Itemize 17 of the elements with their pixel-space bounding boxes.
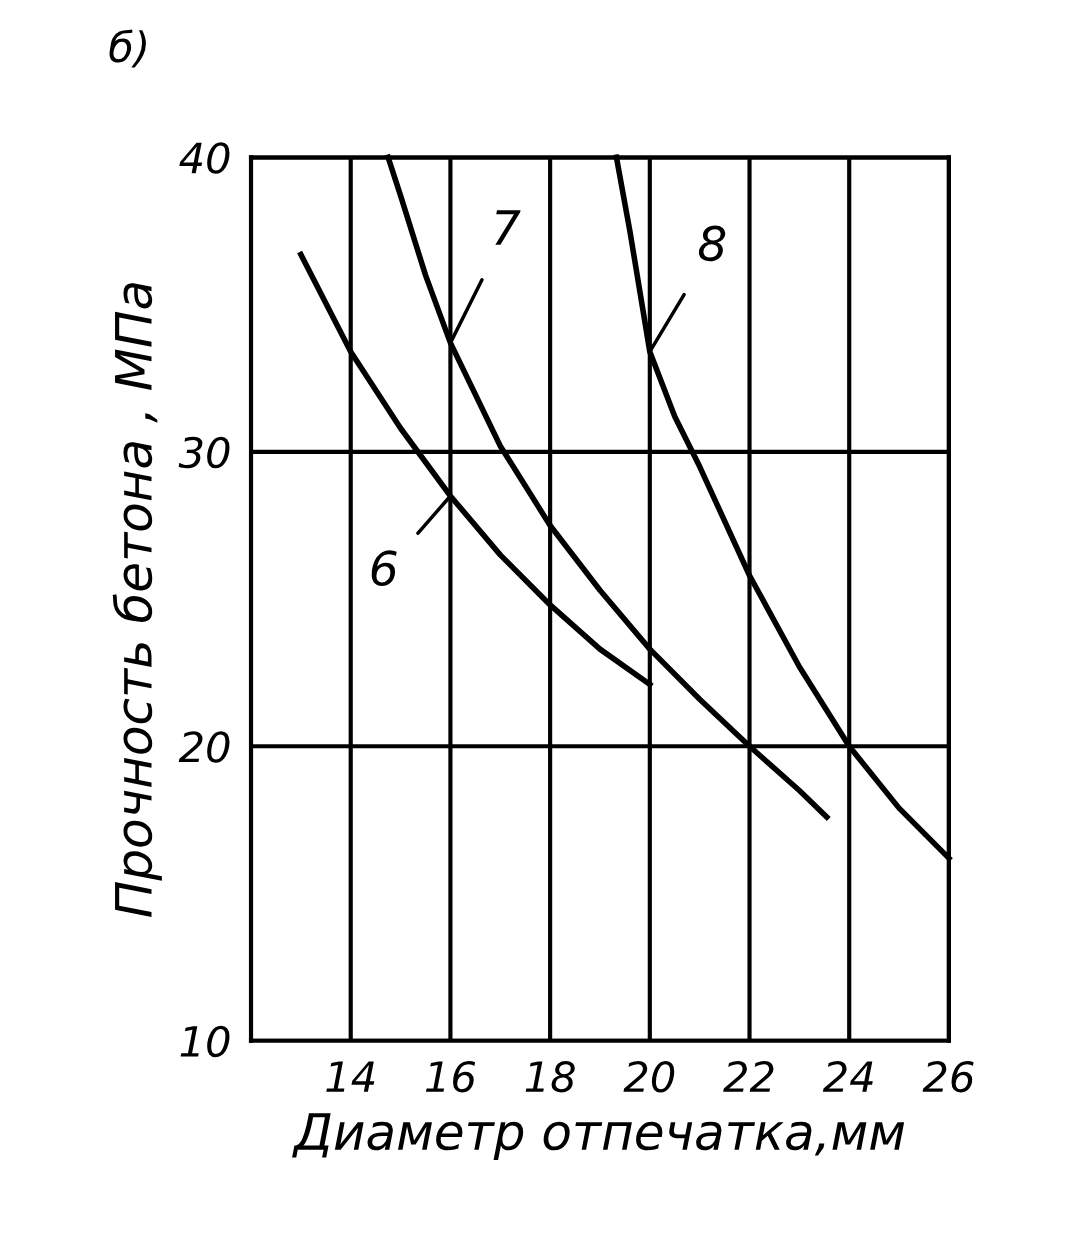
- y-tick-label: 10: [180, 1025, 230, 1058]
- y-tick-label: 30: [178, 436, 230, 469]
- x-tick-label: 24: [822, 1060, 873, 1092]
- x-tick-label: 22: [723, 1060, 774, 1092]
- series-label: 7: [495, 210, 521, 245]
- x-axis-title: Диаметр отпечатка,мм: [292, 1113, 905, 1161]
- x-tick-label: 20: [623, 1060, 675, 1093]
- y-tick-label: 20: [178, 731, 230, 763]
- legend-label: 6: [371, 550, 397, 587]
- y-axis-title: Прочность бетона , МПа: [112, 283, 162, 917]
- x-tick-label: 18: [525, 1060, 575, 1093]
- x-tick-label: 14: [326, 1061, 375, 1092]
- x-tick-label: 26: [922, 1060, 974, 1093]
- y-tick-label: 40: [179, 142, 230, 174]
- series-label: 8: [698, 225, 726, 262]
- text: б): [109, 29, 146, 68]
- x-tick-label: 16: [425, 1060, 476, 1093]
